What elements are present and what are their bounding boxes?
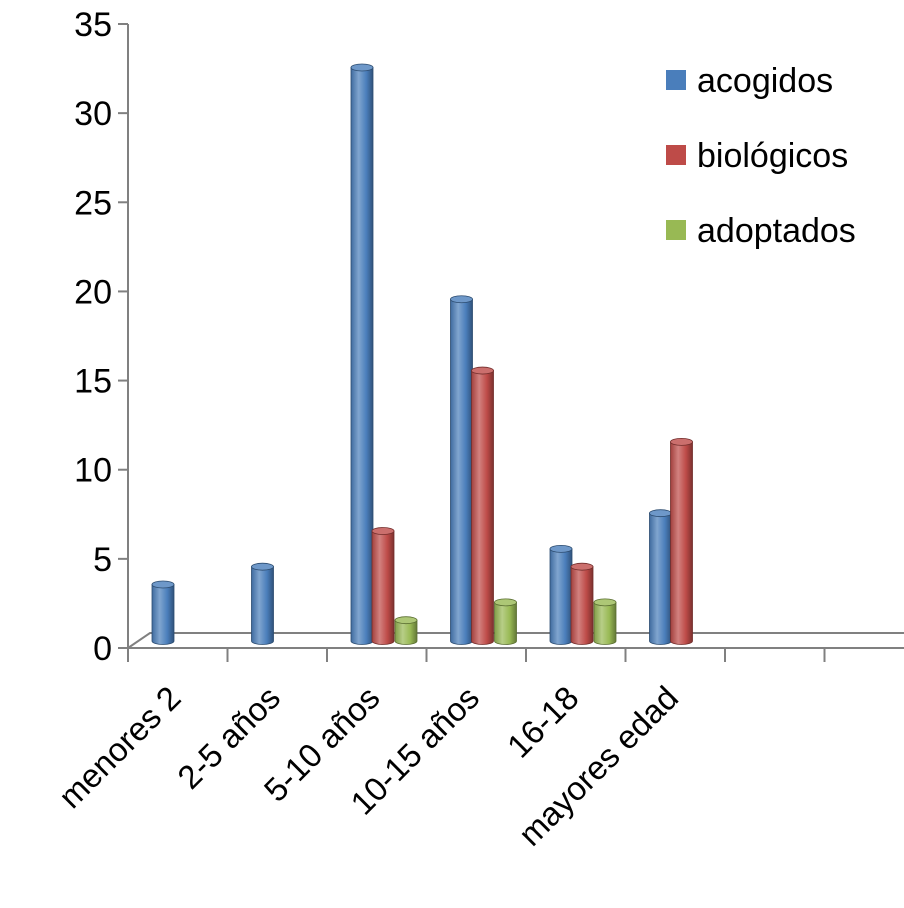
y-tick-label: 0 <box>93 630 112 668</box>
bar-acogidos-mayores-edad <box>649 509 672 645</box>
chart-bars <box>151 63 693 645</box>
legend-item-acogidos: acogidos <box>666 62 833 100</box>
legend-label: adoptados <box>697 212 856 250</box>
y-tick-label: 5 <box>93 541 112 579</box>
legend-swatch <box>666 145 686 165</box>
bar-acogidos-10-15-anos <box>450 295 473 645</box>
y-tick-label: 15 <box>74 363 112 401</box>
y-axis-ticks: 0 5 10 15 20 25 30 35 <box>74 6 128 668</box>
x-tick-label-menores-2: menores 2 <box>51 679 187 815</box>
bar-biologicos-5-10-anos <box>371 527 395 645</box>
y-tick-label: 35 <box>74 6 112 44</box>
bar-adoptados-16-18 <box>593 598 617 645</box>
legend-item-biologicos: biológicos <box>666 137 848 175</box>
legend-swatch <box>666 70 686 90</box>
bar-biologicos-mayores-edad <box>670 437 693 645</box>
legend-label: acogidos <box>697 62 833 100</box>
legend-item-adoptados: adoptados <box>666 212 856 250</box>
x-tick-label-16-18: 16-18 <box>500 679 586 765</box>
y-tick-label: 25 <box>74 184 112 222</box>
y-tick-label: 10 <box>74 452 112 490</box>
legend-swatch <box>666 220 686 240</box>
bar-adoptados-10-15-anos <box>494 598 517 645</box>
legend: acogidos biológicos adoptados <box>666 62 856 250</box>
bar-biologicos-16-18 <box>570 562 594 645</box>
chart-axes <box>127 24 904 649</box>
bar-acogidos-2-5-anos <box>251 562 274 645</box>
bar-adoptados-5-10-anos <box>394 616 418 645</box>
y-tick-label: 30 <box>74 95 112 133</box>
legend-label: biológicos <box>697 137 848 175</box>
bar-acogidos-5-10-anos <box>350 63 374 645</box>
y-tick-label: 20 <box>74 273 112 311</box>
bar-acogidos-16-18 <box>549 544 573 645</box>
bar-biologicos-10-15-anos <box>471 366 494 645</box>
bar-acogidos-menores-2 <box>151 580 175 645</box>
